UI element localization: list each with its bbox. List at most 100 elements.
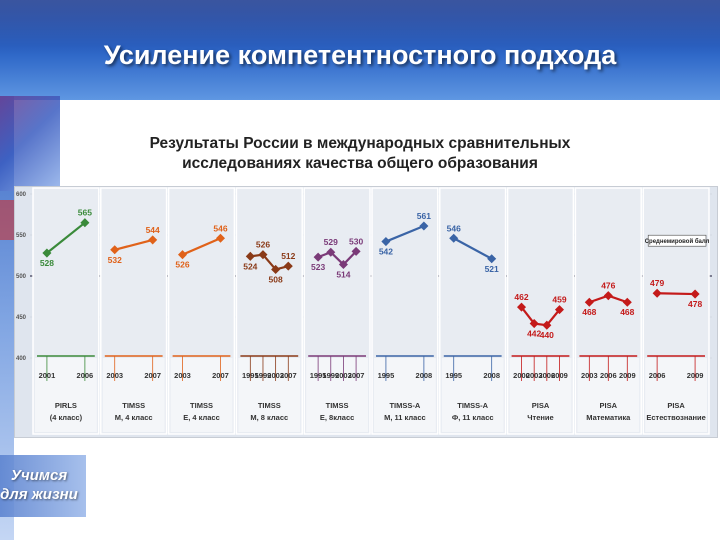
year-label: 2008 [416,371,433,380]
legend-box [647,234,707,247]
y-tick-label: 500 [16,274,27,280]
group-name: TIMSS [190,401,213,410]
year-label: 2006 [600,371,617,380]
slide-header [0,0,720,100]
group-subname: Математика [586,413,631,422]
group-label-area [645,358,707,432]
group-label-area [35,358,97,432]
year-label: 1995 [378,371,395,380]
data-point [271,264,281,274]
group-name: TIMSS [326,401,349,410]
year-label: 2003 [335,371,352,380]
group-name: PISA [600,401,618,410]
data-label: 512 [281,251,295,261]
year-label: 2007 [280,371,297,380]
motto-line-2: для жизни [0,486,78,503]
data-label: 468 [620,307,634,317]
group-name: TIMSS [258,401,281,410]
series-line [453,237,493,260]
group-name: PIRLS [55,401,77,410]
series-line [385,224,425,243]
y-tick-label: 600 [16,192,27,198]
year-label: 2009 [687,371,704,380]
data-label: 546 [213,223,227,233]
group-label-area [170,358,233,432]
year-label: 2000 [513,371,530,380]
year-label: 2007 [348,371,365,380]
year-label: 2008 [483,371,500,380]
year-label: 2006 [649,371,666,380]
data-label: 528 [40,258,54,268]
data-label: 479 [650,278,664,288]
data-label: 459 [552,295,566,305]
group-subname: М, 4 класс [115,413,153,422]
decor-accent [0,200,14,240]
group-subname: (4 класс) [50,413,83,422]
series-line [250,253,289,271]
group-label-area [238,358,301,432]
group-subname: Чтение [527,413,553,422]
group-subname: М, 8 класс [250,413,288,422]
year-label: 2007 [212,371,229,380]
group-label-area [509,358,572,432]
data-label: 462 [514,292,528,302]
year-label: 1995 [242,371,259,380]
data-label: 561 [417,211,431,221]
year-label: 2009 [551,371,568,380]
data-label: 514 [336,270,350,280]
data-label: 440 [540,330,554,340]
data-point [381,237,391,247]
year-label: 1995 [310,371,327,380]
data-label: 508 [269,274,283,284]
data-point [283,261,293,271]
year-label: 2007 [144,371,161,380]
data-point [245,251,255,261]
data-label: 442 [527,329,541,339]
data-point [487,254,497,264]
year-label: 1995 [445,371,462,380]
legend-label: Среднемировой балл [645,238,710,245]
group-label-area [306,358,368,432]
group-subname: Е, 4 класс [183,413,220,422]
corner-decor-image [0,96,60,191]
series-line [114,238,153,251]
data-label: 526 [175,260,189,270]
year-label: 2003 [106,371,123,380]
group-subname: М, 11 класс [384,413,426,422]
subtitle-line-2: исследованиях качества общего образовани… [182,155,538,172]
group-subname: Ф, 11 класс [452,413,494,422]
group-name: PISA [667,401,685,410]
data-point [516,302,527,312]
series-line [182,237,221,256]
data-label: 544 [146,225,160,235]
year-label: 2003 [581,371,598,380]
data-label: 478 [688,299,702,309]
data-point [258,250,268,260]
y-tick-label: 550 [16,233,27,239]
series-line [46,221,86,254]
group-label-area [374,358,436,432]
data-label: 521 [485,264,499,274]
year-label: 2006 [77,371,94,380]
data-label: 526 [256,240,270,250]
data-label: 476 [601,281,615,291]
data-point [110,245,120,255]
data-label: 529 [324,237,338,247]
series-line [520,306,561,327]
year-label: 1999 [322,371,339,380]
motto: Учимся для жизни [0,466,78,504]
data-label: 542 [379,247,393,257]
year-label: 2009 [619,371,636,380]
group-subname: Естествознание [646,413,706,422]
year-label: 2003 [526,371,543,380]
header-gloss [0,0,720,46]
series-line [317,250,357,267]
data-label: 565 [78,208,92,218]
year-label: 2006 [538,371,555,380]
data-label: 524 [243,261,257,271]
y-tick-label: 450 [16,315,27,321]
data-point [584,297,594,307]
year-label: 1999 [255,371,272,380]
data-point [80,218,90,228]
year-label: 2003 [267,371,284,380]
